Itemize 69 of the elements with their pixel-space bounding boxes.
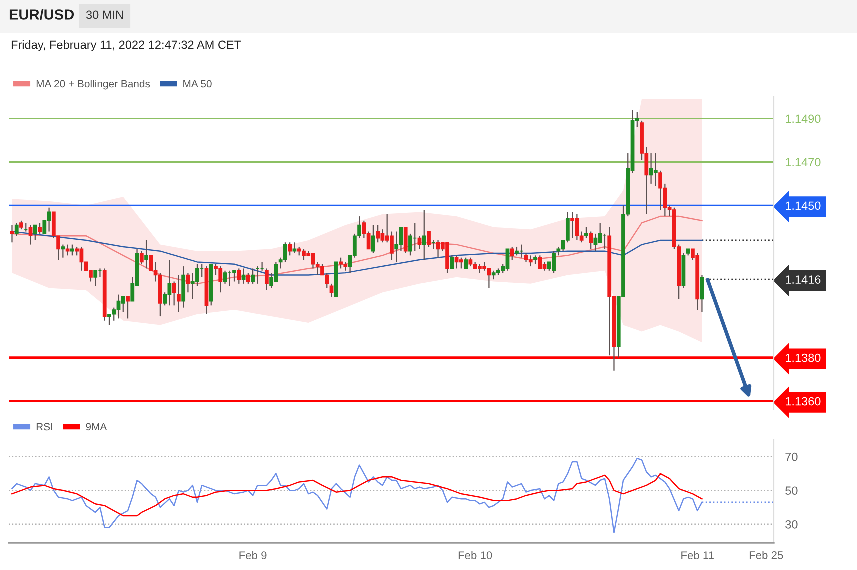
y-tick-label: 1.1470 bbox=[786, 158, 821, 167]
x-tick-label: Feb 11 bbox=[682, 551, 714, 560]
candlestick bbox=[422, 209, 426, 261]
candlestick bbox=[394, 231, 399, 263]
y-tick-label: 1.1360 bbox=[786, 397, 821, 406]
candlestick bbox=[654, 152, 658, 187]
candlestick bbox=[121, 296, 126, 313]
candlestick bbox=[177, 274, 181, 313]
candlestick bbox=[700, 274, 704, 313]
candlestick bbox=[528, 255, 533, 268]
candlestick bbox=[149, 255, 154, 272]
candlestick bbox=[376, 224, 380, 244]
candlestick bbox=[223, 270, 228, 284]
candlestick bbox=[126, 296, 130, 320]
line-series bbox=[12, 231, 703, 276]
candlestick bbox=[510, 246, 514, 261]
x-tick-label: Feb 9 bbox=[240, 551, 267, 560]
candlestick bbox=[251, 268, 255, 284]
candlestick bbox=[598, 222, 602, 244]
candlestick bbox=[288, 242, 292, 256]
candlestick bbox=[144, 240, 148, 270]
candlestick bbox=[584, 226, 588, 239]
candlestick bbox=[450, 255, 454, 270]
candlestick bbox=[232, 270, 236, 282]
legend-label: RSI bbox=[36, 423, 52, 431]
chart-title: EUR/USD bbox=[10, 9, 74, 20]
candlestick bbox=[140, 250, 144, 265]
legend-label: MA 50 bbox=[184, 80, 212, 88]
candlestick bbox=[408, 233, 412, 256]
chart-subtitle: 30 MIN bbox=[86, 10, 124, 20]
candlestick bbox=[459, 257, 464, 270]
candlestick bbox=[33, 224, 38, 242]
candlestick bbox=[589, 231, 594, 250]
candlestick bbox=[14, 222, 19, 237]
y-tick-label: 70 bbox=[786, 452, 798, 462]
candlestick bbox=[186, 272, 190, 294]
candlestick bbox=[28, 224, 33, 246]
y-tick-label: 1.1490 bbox=[786, 114, 821, 124]
text: Feb 25 bbox=[750, 551, 784, 560]
candlestick bbox=[94, 270, 98, 287]
candlestick bbox=[330, 283, 334, 298]
y-tick-label: 50 bbox=[786, 486, 798, 496]
candlestick bbox=[292, 242, 297, 254]
candlestick bbox=[70, 244, 74, 256]
candlestick bbox=[371, 224, 376, 254]
y-tick-label: 30 bbox=[786, 520, 798, 529]
candlestick bbox=[538, 255, 542, 270]
legend-label: MA 20 + Bollinger Bands bbox=[36, 80, 150, 90]
x-tick-label: Feb 10 bbox=[458, 551, 492, 560]
candlestick bbox=[570, 212, 575, 239]
y-tick-label: 1.1416 bbox=[786, 276, 821, 284]
candlestick bbox=[404, 226, 408, 254]
candlestick bbox=[237, 268, 242, 284]
candlestick bbox=[246, 272, 250, 284]
text: Friday, February 11, 2022 12:47:32 AM CET bbox=[12, 40, 242, 52]
candlestick bbox=[38, 222, 42, 234]
candlestick bbox=[264, 268, 269, 292]
line-series bbox=[12, 473, 703, 517]
candlestick bbox=[427, 231, 431, 248]
candlestick bbox=[242, 268, 246, 284]
candlestick bbox=[10, 224, 14, 244]
candlestick bbox=[172, 281, 176, 306]
candlestick bbox=[66, 244, 70, 256]
candlestick bbox=[464, 257, 468, 270]
y-tick-label: 1.1380 bbox=[786, 354, 821, 362]
line-series bbox=[12, 216, 703, 285]
legend-label: 9MA bbox=[86, 423, 108, 431]
y-tick-label: 1.1450 bbox=[786, 202, 821, 210]
candlestick bbox=[61, 244, 66, 258]
